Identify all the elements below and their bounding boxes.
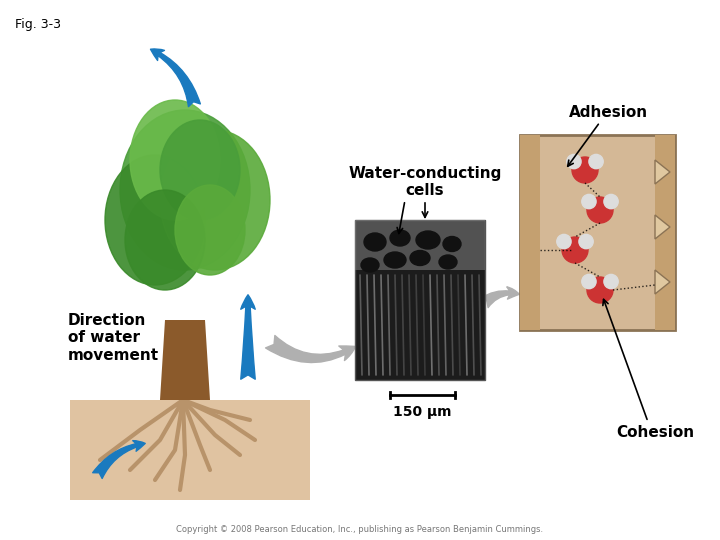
Polygon shape xyxy=(655,215,670,239)
Ellipse shape xyxy=(160,120,240,220)
Bar xyxy=(520,135,675,330)
Text: Adhesion: Adhesion xyxy=(568,105,647,120)
Ellipse shape xyxy=(105,155,205,285)
Circle shape xyxy=(579,234,593,249)
Circle shape xyxy=(567,154,581,168)
Bar xyxy=(355,220,485,270)
Circle shape xyxy=(572,157,598,183)
Ellipse shape xyxy=(125,190,205,290)
Ellipse shape xyxy=(390,230,410,246)
Polygon shape xyxy=(655,160,670,184)
Circle shape xyxy=(582,194,596,208)
Ellipse shape xyxy=(361,258,379,272)
Circle shape xyxy=(587,197,613,223)
Text: Water-conducting
cells: Water-conducting cells xyxy=(348,166,502,198)
Circle shape xyxy=(604,274,618,289)
Bar xyxy=(655,135,675,330)
Ellipse shape xyxy=(364,233,386,251)
Text: Direction
of water
movement: Direction of water movement xyxy=(68,313,159,363)
Polygon shape xyxy=(655,270,670,294)
Ellipse shape xyxy=(160,130,270,270)
Circle shape xyxy=(589,154,603,168)
Text: Fig. 3-3: Fig. 3-3 xyxy=(15,18,61,31)
Ellipse shape xyxy=(439,255,457,269)
Ellipse shape xyxy=(384,252,406,268)
Ellipse shape xyxy=(120,110,250,270)
Text: Copyright © 2008 Pearson Education, Inc., publishing as Pearson Benjamin Cumming: Copyright © 2008 Pearson Education, Inc.… xyxy=(176,525,544,534)
Circle shape xyxy=(562,237,588,263)
Ellipse shape xyxy=(130,100,220,220)
Circle shape xyxy=(557,234,571,249)
Ellipse shape xyxy=(410,251,430,266)
Text: Cohesion: Cohesion xyxy=(616,425,694,440)
Text: 150 µm: 150 µm xyxy=(393,405,451,419)
Polygon shape xyxy=(70,400,310,500)
Circle shape xyxy=(604,194,618,208)
Circle shape xyxy=(582,274,596,289)
Circle shape xyxy=(587,277,613,303)
Bar xyxy=(355,220,485,380)
Ellipse shape xyxy=(175,185,245,275)
Polygon shape xyxy=(160,320,210,400)
Ellipse shape xyxy=(443,237,461,252)
Ellipse shape xyxy=(416,231,440,249)
Bar xyxy=(520,135,540,330)
